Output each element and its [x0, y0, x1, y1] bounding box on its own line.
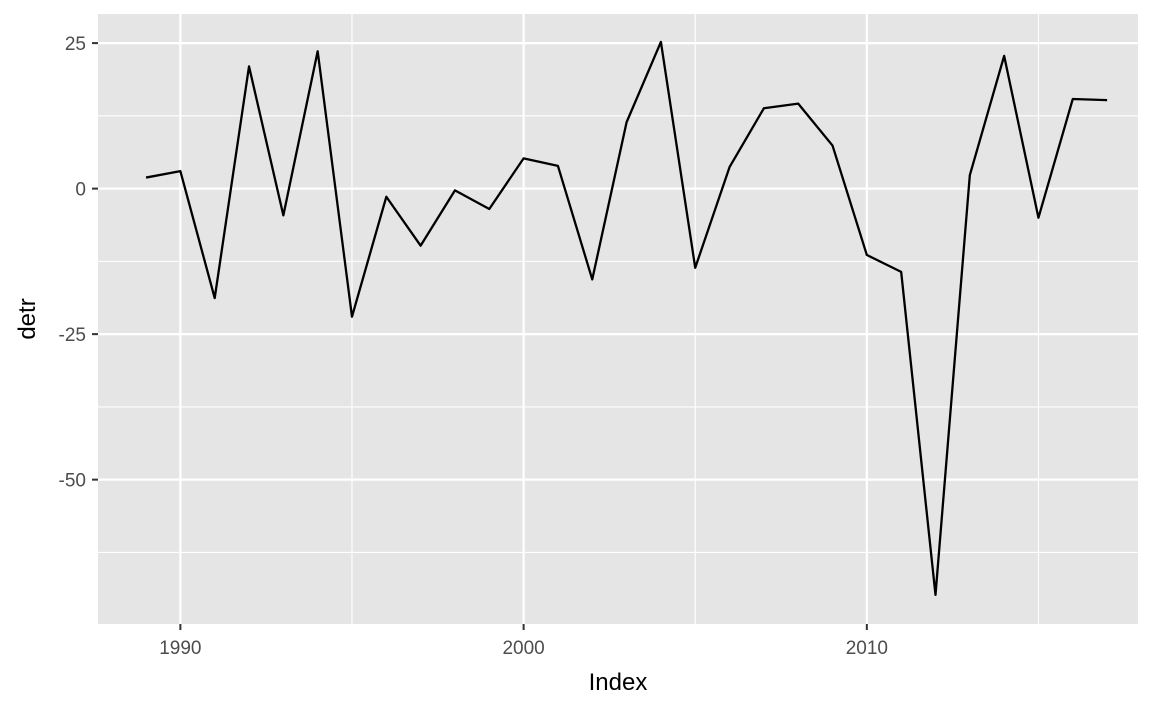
- data-point: [488, 208, 490, 210]
- data-point: [454, 189, 456, 191]
- data-point: [282, 214, 284, 216]
- x-tick-label: 2010: [846, 638, 888, 659]
- data-point: [145, 176, 147, 178]
- y-axis: 25 0 -25 -50: [59, 34, 98, 492]
- data-point: [591, 278, 593, 280]
- data-point: [625, 121, 627, 123]
- x-tick-label: 1990: [159, 638, 201, 659]
- plot-panel: [98, 14, 1138, 624]
- data-point: [831, 144, 833, 146]
- data-point: [1003, 55, 1005, 57]
- data-point: [660, 41, 662, 43]
- y-axis-title: detr: [14, 298, 41, 339]
- data-point: [797, 102, 799, 104]
- data-point: [763, 107, 765, 109]
- series-line: [145, 40, 1108, 597]
- y-tick-label: 25: [65, 34, 86, 55]
- data-point: [213, 297, 215, 299]
- data-point: [866, 254, 868, 256]
- data-point: [316, 50, 318, 52]
- data-point: [419, 244, 421, 246]
- data-point: [694, 267, 696, 269]
- x-axis-title: Index: [589, 669, 648, 696]
- data-point: [522, 157, 524, 159]
- data-point: [1037, 217, 1039, 219]
- data-point: [934, 594, 936, 596]
- data-point: [969, 174, 971, 176]
- y-tick-label: 0: [75, 180, 86, 201]
- series-layer: [145, 40, 1108, 597]
- data-point: [351, 315, 353, 317]
- minor-gridlines: [98, 14, 1138, 624]
- y-tick-label: -25: [59, 325, 86, 346]
- data-point: [728, 166, 730, 168]
- x-axis: 1990 2000 2010: [159, 624, 888, 659]
- data-point: [1072, 98, 1074, 100]
- x-tick-label: 2000: [502, 638, 544, 659]
- data-point: [900, 271, 902, 273]
- major-gridlines: [98, 14, 1138, 624]
- data-point: [385, 196, 387, 198]
- y-tick-label: -50: [59, 471, 86, 492]
- data-point: [248, 65, 250, 67]
- data-point: [179, 170, 181, 172]
- data-point: [557, 165, 559, 167]
- data-point: [1106, 99, 1108, 101]
